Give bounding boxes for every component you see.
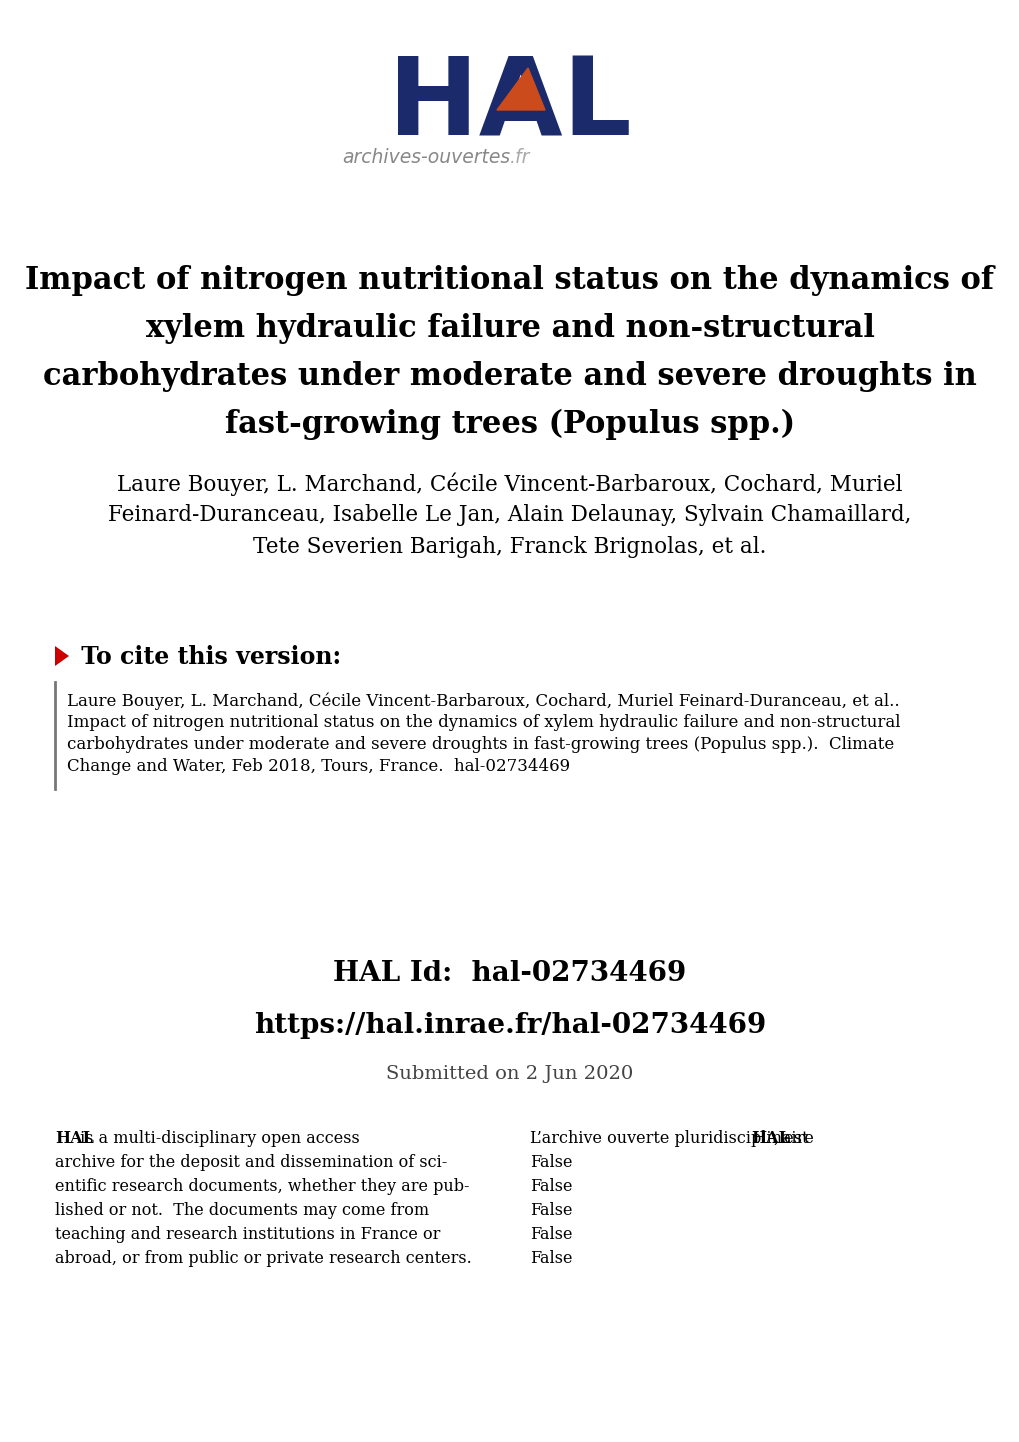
Text: lished or not.  The documents may come from: lished or not. The documents may come fr… xyxy=(55,1203,429,1218)
Text: False: False xyxy=(530,1203,572,1218)
Text: carbohydrates under moderate and severe droughts in fast-growing trees (Populus : carbohydrates under moderate and severe … xyxy=(67,735,894,753)
Text: https://hal.inrae.fr/hal-02734469: https://hal.inrae.fr/hal-02734469 xyxy=(254,1012,765,1040)
Text: Submitted on 2 Jun 2020: Submitted on 2 Jun 2020 xyxy=(386,1066,633,1083)
Text: False: False xyxy=(530,1178,572,1195)
Text: entific research documents, whether they are pub-: entific research documents, whether they… xyxy=(55,1178,469,1195)
Text: L’archive ouverte pluridisciplinaire: L’archive ouverte pluridisciplinaire xyxy=(530,1131,818,1146)
Text: HAL: HAL xyxy=(55,1131,94,1146)
Polygon shape xyxy=(496,68,544,110)
Text: archive for the deposit and dissemination of sci-: archive for the deposit and disseminatio… xyxy=(55,1154,446,1171)
Text: HAL Id:  hal-02734469: HAL Id: hal-02734469 xyxy=(333,960,686,986)
Text: Laure Bouyer, L. Marchand, Cécile Vincent-Barbaroux, Cochard, Muriel: Laure Bouyer, L. Marchand, Cécile Vincen… xyxy=(117,472,902,496)
Text: is a multi-disciplinary open access: is a multi-disciplinary open access xyxy=(75,1131,360,1146)
Text: Change and Water, Feb 2018, Tours, France.  hal-02734469: Change and Water, Feb 2018, Tours, Franc… xyxy=(67,758,570,774)
Text: Impact of nitrogen nutritional status on the dynamics of xylem hydraulic failure: Impact of nitrogen nutritional status on… xyxy=(67,714,900,731)
Text: .fr: .fr xyxy=(510,149,530,167)
Text: xylem hydraulic failure and non-structural: xylem hydraulic failure and non-structur… xyxy=(146,313,873,345)
Polygon shape xyxy=(55,646,69,666)
Text: HAL: HAL xyxy=(751,1131,790,1146)
Text: Impact of nitrogen nutritional status on the dynamics of: Impact of nitrogen nutritional status on… xyxy=(25,265,994,296)
Text: Tete Severien Barigah, Franck Brignolas, et al.: Tete Severien Barigah, Franck Brignolas,… xyxy=(253,536,766,558)
Text: carbohydrates under moderate and severe droughts in: carbohydrates under moderate and severe … xyxy=(43,360,976,392)
Text: teaching and research institutions in France or: teaching and research institutions in Fr… xyxy=(55,1226,440,1243)
Text: Laure Bouyer, L. Marchand, Cécile Vincent-Barbaroux, Cochard, Muriel Feinard-Dur: Laure Bouyer, L. Marchand, Cécile Vincen… xyxy=(67,692,899,709)
Text: abroad, or from public or private research centers.: abroad, or from public or private resear… xyxy=(55,1250,472,1268)
Text: , est: , est xyxy=(773,1131,807,1146)
Text: To cite this version:: To cite this version: xyxy=(73,645,340,669)
Text: HAL: HAL xyxy=(388,52,631,159)
Text: archives-ouvertes: archives-ouvertes xyxy=(341,149,510,167)
Text: False: False xyxy=(530,1250,572,1268)
Text: False: False xyxy=(530,1154,572,1171)
Text: False: False xyxy=(530,1226,572,1243)
Text: Feinard-Duranceau, Isabelle Le Jan, Alain Delaunay, Sylvain Chamaillard,: Feinard-Duranceau, Isabelle Le Jan, Alai… xyxy=(108,505,911,526)
Text: fast-growing trees (Populus spp.): fast-growing trees (Populus spp.) xyxy=(225,410,794,440)
